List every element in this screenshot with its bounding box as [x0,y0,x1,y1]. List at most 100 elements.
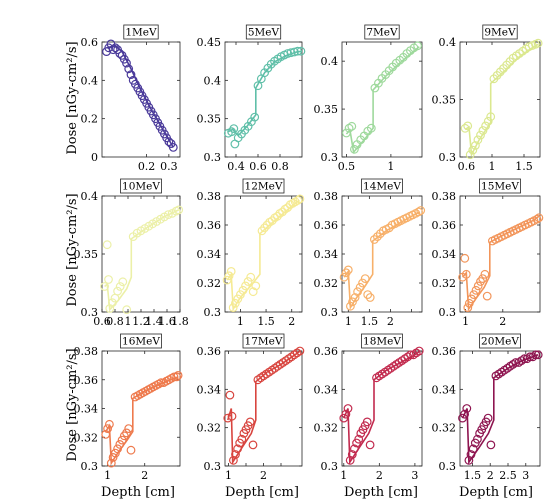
x-tick-label: 3 [522,469,529,482]
x-tick-label: 0.2 [138,160,156,173]
data-point [341,409,351,419]
data-point [110,43,120,53]
y-tick-label: 0.36 [197,219,222,232]
data-point [478,274,488,284]
data-point [353,287,363,297]
x-tick-label: 0.4 [227,160,245,173]
data-point [532,214,542,224]
title-box [123,24,159,40]
series-line [343,211,421,311]
data-point [267,216,277,226]
data-point [117,435,127,445]
data-point [464,298,474,308]
y-tick-label: 0.4 [81,74,99,87]
data-point [406,350,416,360]
y-tick-label: 0.38 [197,190,222,203]
y-tick-label: 0.35 [197,113,222,126]
data-point [483,413,493,423]
y-tick-label: 0.32 [314,277,339,290]
data-point [347,121,357,131]
x-tick-label: 1 [345,315,352,328]
y-tick-label: 0.38 [432,190,457,203]
x-tick-label: 2 [260,469,267,482]
y-tick-label: 0.3 [204,460,222,473]
series-line [464,43,539,158]
title-box [245,24,282,40]
series-line [226,199,300,312]
data-point [115,49,125,58]
data-point [463,303,473,313]
data-point [416,206,426,215]
data-point [295,194,305,204]
y-tick-label: 0.3 [204,151,222,164]
title-box [361,333,403,349]
x-axis-label-col-4: Depth [cm] [459,485,533,500]
title-box [479,333,521,349]
data-point [106,458,116,468]
x-tick-label: 0.8 [271,160,289,173]
y-tick-label: 0.4 [204,74,222,87]
y-tick-label: 0.32 [197,277,222,290]
x-tick-label: 1 [104,469,111,482]
axes-box [341,350,423,467]
x-tick-label: 1 [462,315,469,328]
data-point [533,38,543,48]
data-point [229,124,239,134]
data-point [345,455,355,465]
subplot-9MeV: 0.3 0.35 0.4 0.6 1 1.5 9MeV [432,24,543,173]
title-box [120,333,162,349]
x-tick-label: 2 [487,469,494,482]
data-point [531,350,541,360]
x-tick-label: 1.4 [145,315,163,328]
y-tick-label: 0.3 [321,460,339,473]
x-tick-label: 1.5 [515,160,533,173]
data-point [413,41,423,51]
subplot-title: 17MeV [245,336,283,348]
data-point [163,210,173,220]
subplot-grid: 0 0.2 0.4 0.6 0.2 0.3 1MeV 0.3 0.35 0.4 0.45 0.4 0.6… [74,24,544,482]
data-point [230,298,240,308]
data-point [250,112,260,122]
y-tick-label: 0.36 [432,345,457,358]
data-point [286,48,296,58]
data-point [233,294,243,304]
data-point [238,285,248,295]
title-box [361,178,403,194]
subplot-title: 5MeV [248,27,280,39]
y-axis-label-row-2: Dose [nGy-cm²/s] [65,193,80,306]
data-point [227,411,237,421]
data-point [103,424,112,434]
data-point [462,404,472,413]
data-point [476,130,485,140]
y-tick-label: 0.3 [321,151,339,164]
subplot-title: 9MeV [484,27,516,39]
data-point [486,440,496,450]
data-point [124,64,134,74]
x-tick-label: 2 [499,315,506,328]
x-axis-label-col-2: Depth [cm] [225,485,299,500]
data-point [471,141,480,150]
data-point [460,123,470,133]
subplot-20MeV: 0.3 0.32 0.34 0.36 1.5 2 2.5 3 20MeV [432,333,543,482]
y-tick-label: 0.3 [204,306,222,319]
data-point [228,455,238,465]
data-point [483,116,493,126]
data-point [366,123,376,133]
y-tick-label: 0.4 [321,55,339,68]
subplot-title: 14MeV [363,181,401,193]
y-tick-label: 0.32 [197,422,222,435]
y-tick-label: 0.35 [74,248,99,261]
data-point [169,372,179,382]
x-tick-label: 1 [237,315,244,328]
subplot-15MeV: 0.3 0.32 0.34 0.36 0.38 1 2 15MeV [432,178,544,328]
y-tick-label: 0.2 [81,113,99,126]
y-tick-label: 0.36 [74,374,99,387]
data-point [355,282,365,292]
y-tick-label: 0.3 [439,151,457,164]
data-point [235,290,245,300]
data-point [350,444,359,454]
x-tick-label: 1 [340,469,347,482]
x-tick-label: 0.3 [160,160,178,173]
data-point [237,434,247,444]
